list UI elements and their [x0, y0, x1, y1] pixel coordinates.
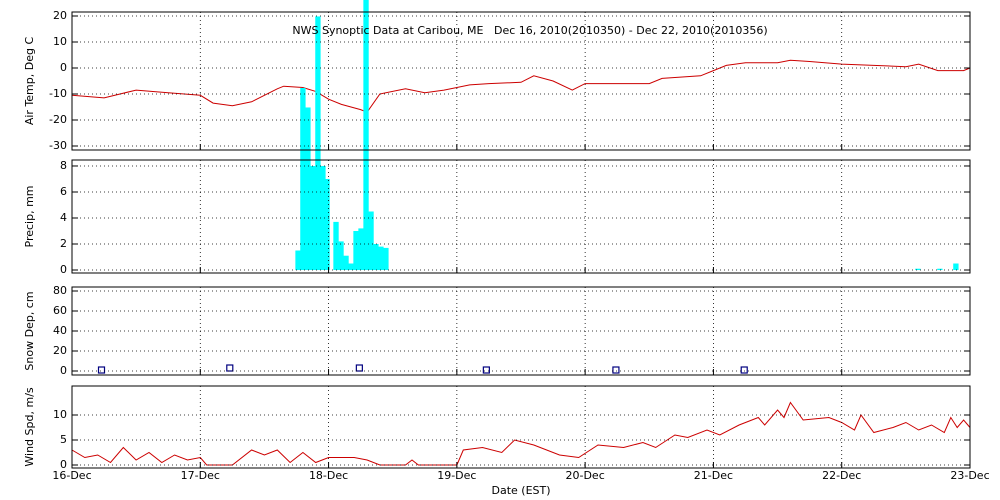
x-tick-label: 17-Dec: [181, 469, 220, 482]
point: [612, 366, 620, 374]
bar: [305, 107, 311, 271]
bar: [373, 244, 379, 271]
bar: [368, 211, 374, 271]
x-tick-label: 20-Dec: [566, 469, 605, 482]
y-tick-label: 0: [60, 61, 67, 74]
bar: [953, 263, 959, 271]
y-axis-label: Air Temp, Deg C: [23, 37, 36, 126]
chart-title: NWS Synoptic Data at Caribou, ME Dec 16,…: [292, 24, 767, 37]
bar: [338, 241, 344, 271]
point: [355, 364, 363, 372]
x-tick-label: 22-Dec: [822, 469, 861, 482]
x-tick-label: 18-Dec: [309, 469, 348, 482]
frames: [71, 11, 971, 469]
y-tick-label: 20: [53, 344, 67, 357]
bar: [937, 268, 943, 271]
point: [226, 364, 234, 372]
bar: [915, 268, 921, 271]
bar: [383, 247, 389, 271]
y-tick-label: 80: [53, 284, 67, 297]
y-axis-label: Precip, mm: [23, 186, 36, 248]
y-tick-label: 40: [53, 324, 67, 337]
bar: [343, 255, 349, 271]
x-tick-label: 16-Dec: [52, 469, 91, 482]
y-tick-label: 20: [53, 9, 67, 22]
y-tick-label: -10: [49, 87, 67, 100]
y-tick-label: 4: [60, 211, 67, 224]
marks: [71, 0, 971, 466]
point: [740, 366, 748, 374]
y-tick-label: 5: [60, 433, 67, 446]
x-tick-label: 21-Dec: [694, 469, 733, 482]
bar: [324, 178, 330, 271]
y-tick-label: 6: [60, 185, 67, 198]
y-tick-label: -30: [49, 139, 67, 152]
bar: [320, 165, 326, 271]
bar: [333, 221, 339, 271]
bar: [300, 87, 306, 271]
line: [71, 401, 971, 466]
y-tick-label: 10: [53, 35, 67, 48]
line: [71, 59, 971, 113]
x-tick-label: 23-Dec: [950, 469, 989, 482]
y-tick-label: 0: [60, 458, 67, 471]
bar: [348, 263, 354, 271]
y-tick-label: 0: [60, 263, 67, 276]
bar: [353, 230, 359, 271]
y-axis-label: Snow Dep, cm: [23, 291, 36, 370]
y-tick-label: 2: [60, 237, 67, 250]
x-tick-label: 19-Dec: [437, 469, 476, 482]
point: [482, 366, 490, 374]
bar: [378, 246, 384, 271]
y-tick-label: 8: [60, 159, 67, 172]
bar: [358, 228, 364, 271]
y-axis-label: Wind Spd, m/s: [23, 387, 36, 467]
panel-frame: [71, 159, 971, 274]
panel-frame: [71, 385, 971, 469]
bar: [315, 16, 321, 271]
x-axis-label: Date (EST): [491, 484, 550, 497]
y-tick-label: 10: [53, 408, 67, 421]
bar: [363, 0, 369, 271]
y-tick-label: -20: [49, 113, 67, 126]
y-tick-label: 60: [53, 304, 67, 317]
y-tick-label: 0: [60, 364, 67, 377]
point: [97, 366, 106, 374]
bar: [295, 250, 301, 271]
